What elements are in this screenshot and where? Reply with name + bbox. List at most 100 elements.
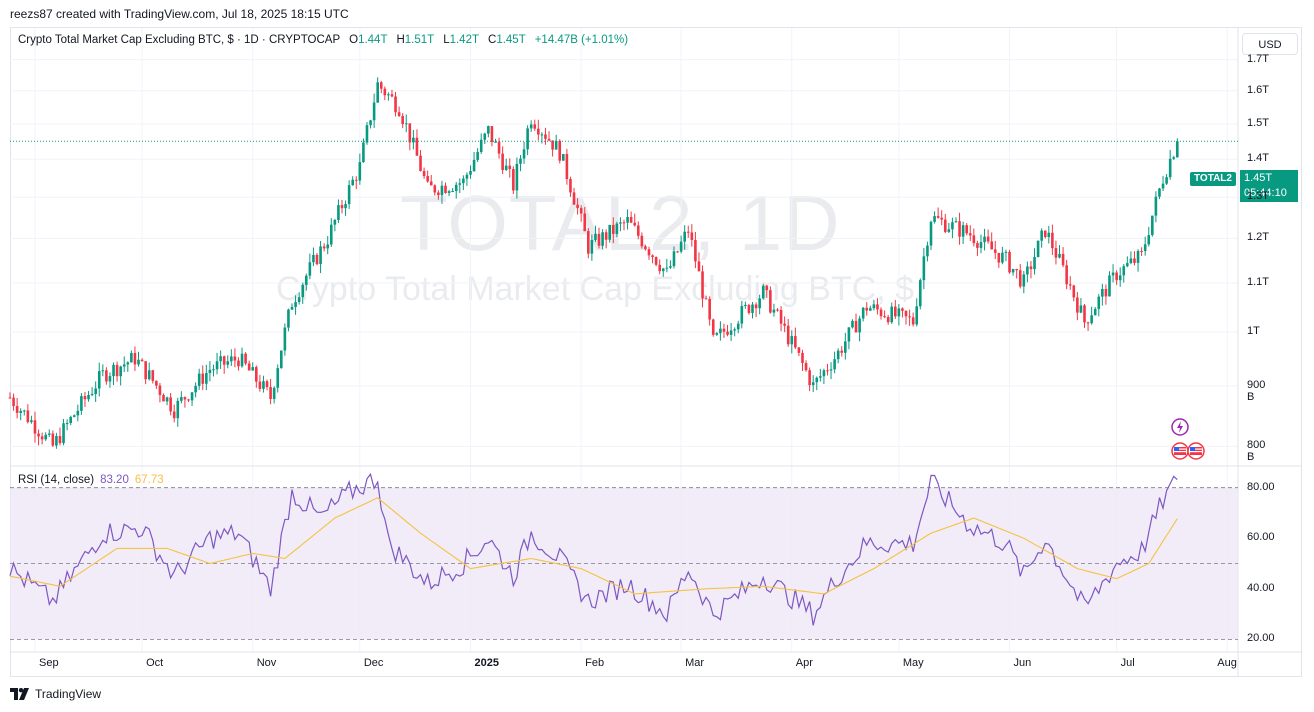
open-label: O <box>349 34 359 46</box>
candle-body <box>340 205 344 209</box>
candle-body <box>676 251 679 253</box>
price-tick-label: 900 B <box>1247 378 1266 403</box>
candle-body <box>1004 251 1008 253</box>
candle-body <box>90 393 94 396</box>
candle-body <box>22 410 26 412</box>
candle-body <box>765 285 769 291</box>
candle-body <box>1051 232 1054 249</box>
candle-body <box>105 370 108 382</box>
us-flag-event-icon[interactable] <box>1171 442 1189 460</box>
candle-body <box>990 241 993 250</box>
candle-body <box>347 185 351 205</box>
candle-body <box>1118 275 1122 281</box>
events-cluster[interactable] <box>1170 417 1210 468</box>
candle-body <box>679 241 683 252</box>
rsi-tick-label: 60.00 <box>1247 531 1275 544</box>
candle-body <box>558 140 562 161</box>
candle-body <box>551 140 554 150</box>
candle-body <box>476 152 479 160</box>
candle-body <box>1101 288 1104 297</box>
candle-body <box>119 366 122 377</box>
candle-body <box>872 304 876 309</box>
candle-body <box>155 380 158 386</box>
symbol-title[interactable]: Crypto Total Market Cap Excluding BTC, $… <box>18 34 340 46</box>
candle-body <box>97 371 101 389</box>
candle-body <box>15 406 19 413</box>
candle-body <box>1011 268 1015 273</box>
chart-caption: reezs87 created with TradingView.com, Ju… <box>10 7 349 21</box>
lightning-event-icon[interactable] <box>1171 418 1189 436</box>
candle-body <box>515 163 519 191</box>
currency-button[interactable]: USD <box>1242 33 1298 55</box>
candle-body <box>619 222 622 224</box>
candle-body <box>894 306 897 317</box>
candle-body <box>904 310 908 317</box>
candle-body <box>865 307 869 311</box>
candle-body <box>301 284 305 298</box>
candle-body <box>651 255 654 257</box>
candle-body <box>12 397 15 407</box>
candle-body <box>1079 305 1083 313</box>
rsi-tick-label: 40.00 <box>1247 581 1275 594</box>
candle-body <box>108 376 112 382</box>
candle-body <box>469 171 472 175</box>
candle-body <box>918 280 922 307</box>
time-tick-label: Mar <box>685 657 705 669</box>
candle-body <box>365 125 369 143</box>
candle-body <box>65 423 69 425</box>
candle-body <box>811 382 815 386</box>
candle-body <box>151 370 155 381</box>
candle-body <box>1090 315 1093 324</box>
candle-body <box>233 356 237 361</box>
candle-body <box>472 159 476 172</box>
candle-body <box>479 139 483 153</box>
candle-body <box>162 394 165 402</box>
candle-body <box>665 267 669 269</box>
candle-body <box>8 397 12 399</box>
candle-body <box>576 204 579 209</box>
last-price-value: 1.45T <box>1244 172 1273 184</box>
candle-body <box>401 115 404 125</box>
candle-body <box>744 304 747 307</box>
candle-body <box>601 232 604 246</box>
candle-body <box>1165 177 1168 184</box>
symbol-legend: Crypto Total Market Cap Excluding BTC, $… <box>18 34 628 46</box>
candle-body <box>933 216 936 222</box>
candle-body <box>897 308 901 317</box>
candle-body <box>826 370 829 372</box>
candle-body <box>861 307 865 319</box>
candle-body <box>1068 284 1072 286</box>
candle-body <box>686 231 690 233</box>
candle-body <box>140 359 144 362</box>
candle-body <box>540 134 544 136</box>
candle-body <box>1172 157 1176 159</box>
candle-body <box>722 328 726 332</box>
candle-body <box>147 370 151 380</box>
candle-body <box>547 138 551 141</box>
candle-body <box>490 126 494 143</box>
candle-body <box>262 381 265 389</box>
candle-body <box>329 224 333 245</box>
candle-body <box>304 275 308 285</box>
candle-body <box>69 416 72 424</box>
candle-body <box>529 124 533 129</box>
tradingview-logo-icon <box>10 688 29 700</box>
rsi-title[interactable]: RSI (14, close) <box>18 474 95 486</box>
candle-body <box>976 243 979 248</box>
candle-body <box>647 249 651 256</box>
candle-body <box>219 356 222 362</box>
candle-body <box>1122 266 1126 276</box>
candle-body <box>1093 308 1097 316</box>
us-flag-event-icon-2[interactable] <box>1187 442 1205 460</box>
candle-body <box>51 433 55 446</box>
candle-body <box>847 327 851 342</box>
candle-body <box>190 392 194 401</box>
candle-body <box>572 192 576 205</box>
footer-brand[interactable]: TradingView <box>10 687 101 701</box>
candle-body <box>751 304 754 313</box>
candle-body <box>397 112 401 116</box>
candle-body <box>794 336 797 348</box>
candle-body <box>183 397 187 400</box>
price-tick-label: 800 B <box>1247 439 1266 464</box>
